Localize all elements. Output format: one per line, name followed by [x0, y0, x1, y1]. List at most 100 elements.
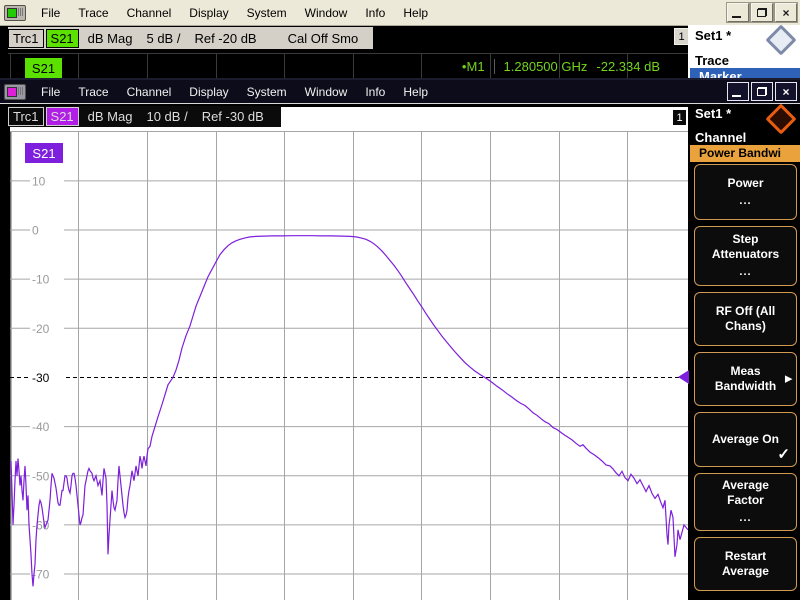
w1-trace-label: S21	[25, 58, 62, 79]
w1-menu-channel[interactable]: Channel	[126, 5, 172, 20]
softkey-label: Power	[727, 175, 764, 190]
svg-text:-20: -20	[32, 322, 50, 336]
w2-trace-name-box[interactable]: Trc1	[8, 107, 44, 126]
app-icon-grill	[18, 86, 23, 95]
w1-setup-label: Set1 *	[695, 28, 732, 43]
window1-diagram-area: S21 •M1 1.280500 GHz -22.334 dB Trc1 S21…	[0, 26, 688, 80]
s21-plot: 10 0 -10 -20 -30 -40 -50 -60 -70	[10, 107, 688, 600]
w2-menu-channel[interactable]: Channel	[126, 84, 172, 99]
marker-level: -22.334 dB	[596, 59, 660, 74]
softkey-label: RF Off (All Chans)	[715, 304, 776, 333]
w1-close-button[interactable]: ×	[775, 3, 797, 22]
w1-minimize-button[interactable]	[727, 3, 749, 22]
w1-grid-line	[284, 53, 285, 80]
svg-text:-40: -40	[32, 420, 50, 434]
checkmark-icon: ✓	[777, 446, 790, 464]
w2-menu-file[interactable]: File	[41, 84, 61, 99]
window2-scale-bar[interactable]: Trc1 S21 dB Mag 10 dB / Ref -30 dB	[8, 106, 281, 127]
app-icon-screen	[7, 86, 17, 97]
softkey-label: Average Factor	[722, 478, 769, 508]
window1-app-icon	[4, 4, 26, 21]
softkey-meas-bandwidth[interactable]: Meas Bandwidth ▶	[694, 352, 797, 406]
w2-restore-button[interactable]	[751, 82, 773, 101]
w1-grid-line	[490, 53, 491, 80]
w1-grid-line	[559, 53, 560, 80]
w2-menu-window[interactable]: Window	[304, 84, 348, 99]
softkey-rf-off[interactable]: RF Off (All Chans)	[694, 292, 797, 346]
w2-format: dB Mag	[87, 109, 133, 124]
w2-section-label: Channel	[695, 130, 747, 145]
svg-text:-50: -50	[32, 469, 50, 483]
w1-grid-line	[216, 53, 217, 80]
window2-softkey-panel: Set1 * Channel Power Bandwi Power ... St…	[690, 103, 800, 600]
window1-menubar: File Trace Channel Display System Window…	[0, 0, 800, 26]
softkey-label: Step Attenuators	[711, 232, 780, 262]
rs-logo-icon	[765, 24, 797, 56]
w2-menu-display[interactable]: Display	[189, 84, 229, 99]
softkey-average-factor[interactable]: Average Factor ...	[694, 473, 797, 531]
svg-text:0: 0	[32, 224, 39, 238]
w1-restore-button[interactable]	[751, 3, 773, 22]
w1-diagram-number-badge: 1	[674, 28, 688, 45]
w1-ref-level: Ref -20 dB	[194, 30, 257, 46]
w1-grid-line	[421, 53, 422, 80]
w1-grid-line	[147, 53, 148, 80]
w1-grid-line	[10, 53, 11, 80]
softkey-label: Meas Bandwidth	[714, 364, 777, 393]
softkey-power[interactable]: Power ...	[694, 164, 797, 220]
w2-active-menu-power-bandwidth[interactable]: Power Bandwi	[690, 145, 800, 162]
softkey-ellipsis: ...	[739, 266, 752, 279]
svg-text:-30: -30	[32, 371, 50, 385]
w2-menu-system[interactable]: System	[246, 84, 287, 99]
softkey-ellipsis: ...	[739, 512, 752, 525]
ref-level-marker-icon[interactable]	[678, 370, 689, 384]
rs-logo-icon	[765, 103, 797, 135]
w2-window-controls: ×	[727, 82, 797, 101]
w1-scale-per-div: 5 dB /	[146, 30, 181, 46]
w2-menu-help[interactable]: Help	[403, 84, 429, 99]
w1-menu-trace[interactable]: Trace	[78, 5, 109, 20]
w2-menu-info[interactable]: Info	[365, 84, 386, 99]
window2: File Trace Channel Display System Window…	[0, 78, 800, 600]
w2-close-button[interactable]: ×	[775, 82, 797, 101]
window1-plot-top: S21 •M1 1.280500 GHz -22.334 dB	[0, 50, 688, 80]
w2-meas-box[interactable]: S21	[45, 107, 79, 126]
w1-trace-name-box[interactable]: Trc1	[8, 28, 44, 48]
svg-text:-10: -10	[32, 273, 50, 287]
w1-grid-top-line	[8, 53, 688, 54]
w1-menu-window[interactable]: Window	[304, 5, 348, 20]
softkey-restart-average[interactable]: Restart Average	[694, 537, 797, 591]
w1-menu-system[interactable]: System	[246, 5, 287, 20]
w2-ref-level: Ref -30 dB	[201, 109, 264, 124]
app-icon-screen	[7, 7, 17, 18]
window2-app-icon	[4, 83, 26, 100]
w1-menu-info[interactable]: Info	[365, 5, 386, 20]
w2-menu-trace[interactable]: Trace	[78, 84, 109, 99]
svg-text:-60: -60	[32, 518, 50, 532]
softkey-ellipsis: ...	[739, 194, 752, 207]
marker-separator	[493, 59, 495, 74]
w1-window-controls: ×	[727, 3, 797, 22]
window2-diagram-area: 10 0 -10 -20 -30 -40 -50 -60 -70 Trc1 S21 dB Mag…	[0, 103, 800, 600]
w1-menu-display[interactable]: Display	[189, 5, 229, 20]
w2-trace-label: S21	[25, 143, 63, 163]
w2-minimize-button[interactable]	[727, 82, 749, 101]
softkey-step-attenuators[interactable]: Step Attenuators ...	[694, 226, 797, 286]
window1-softkey-panel: Set1 * Trace Marker	[688, 24, 800, 84]
w1-menu-help[interactable]: Help	[403, 5, 429, 20]
window1-scale-bar[interactable]: Trc1 S21 dB Mag 5 dB / Ref -20 dB Cal Of…	[8, 27, 374, 49]
w1-section-label: Trace	[695, 53, 729, 68]
svg-text:-70: -70	[32, 568, 50, 582]
w1-menu-file[interactable]: File	[41, 5, 61, 20]
softkey-label: Restart Average	[722, 549, 769, 578]
marker-name: •M1	[461, 59, 485, 74]
w2-diagram-number-badge: 1	[672, 109, 687, 126]
softkey-average-on[interactable]: Average On ✓	[694, 412, 797, 467]
submenu-arrow-icon: ▶	[785, 373, 792, 384]
w1-grid-line	[627, 53, 628, 80]
marker-frequency: 1.280500 GHz	[503, 59, 588, 74]
w2-scale-per-div: 10 dB /	[146, 109, 188, 124]
w1-meas-box[interactable]: S21	[45, 28, 79, 48]
softkey-list: Power ... Step Attenuators ... RF Off (A…	[694, 164, 797, 591]
